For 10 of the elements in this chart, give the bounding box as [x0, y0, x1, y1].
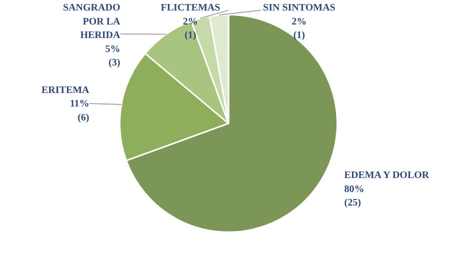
- slice-label: SANGRADO POR LA HERIDA: [62, 2, 121, 42]
- slice-label: ERITEMA: [41, 84, 90, 96]
- slice-label: EDEMA Y DOLOR: [344, 170, 430, 182]
- data-label: 80% (25): [344, 184, 364, 209]
- slice-label: FLICTEMAS: [160, 2, 221, 14]
- data-label: 5% (3): [105, 44, 120, 69]
- data-label: 2% (1): [292, 16, 307, 42]
- data-label: 2% (1): [182, 16, 198, 42]
- data-label: 11% (6): [70, 98, 90, 124]
- slice-label: SIN SINTOMAS: [263, 2, 336, 14]
